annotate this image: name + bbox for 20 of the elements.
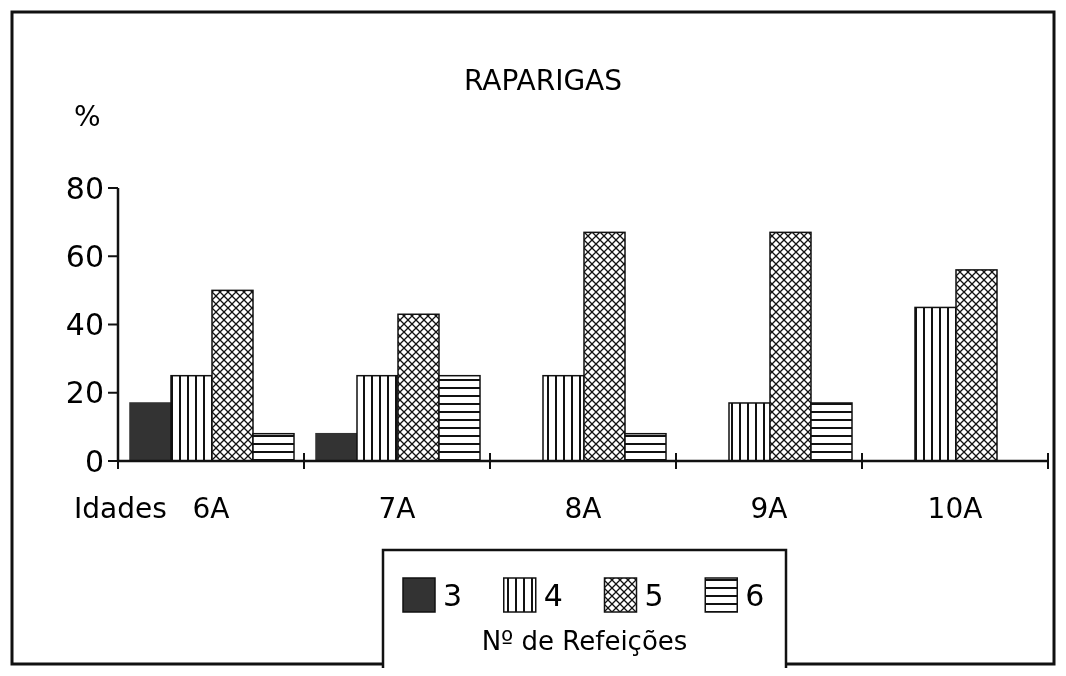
- x-axis-title: Idades: [74, 492, 167, 525]
- x-tick-label: 7A: [378, 492, 416, 525]
- legend-label: 3: [443, 577, 463, 613]
- y-tick-label: 40: [65, 307, 104, 342]
- y-axis-title: %: [74, 100, 101, 133]
- legend-label: 6: [745, 577, 765, 613]
- bar: [315, 432, 358, 462]
- y-tick-label: 80: [65, 170, 104, 206]
- legend-label: 4: [543, 577, 563, 613]
- y-tick-label: 60: [65, 238, 104, 274]
- y-tick-label: 20: [65, 375, 104, 411]
- legend-label: 5: [644, 577, 664, 613]
- x-tick-label: 10A: [927, 492, 983, 525]
- y-tick-label: 0: [84, 443, 104, 479]
- x-tick-label: 6A: [192, 492, 230, 525]
- x-tick-label: 8A: [564, 492, 602, 525]
- chart-title: RAPARIGAS: [463, 64, 623, 97]
- bar: [129, 402, 172, 462]
- x-tick-label: 9A: [750, 492, 788, 525]
- legend-title: Nº de Refeições: [481, 626, 688, 656]
